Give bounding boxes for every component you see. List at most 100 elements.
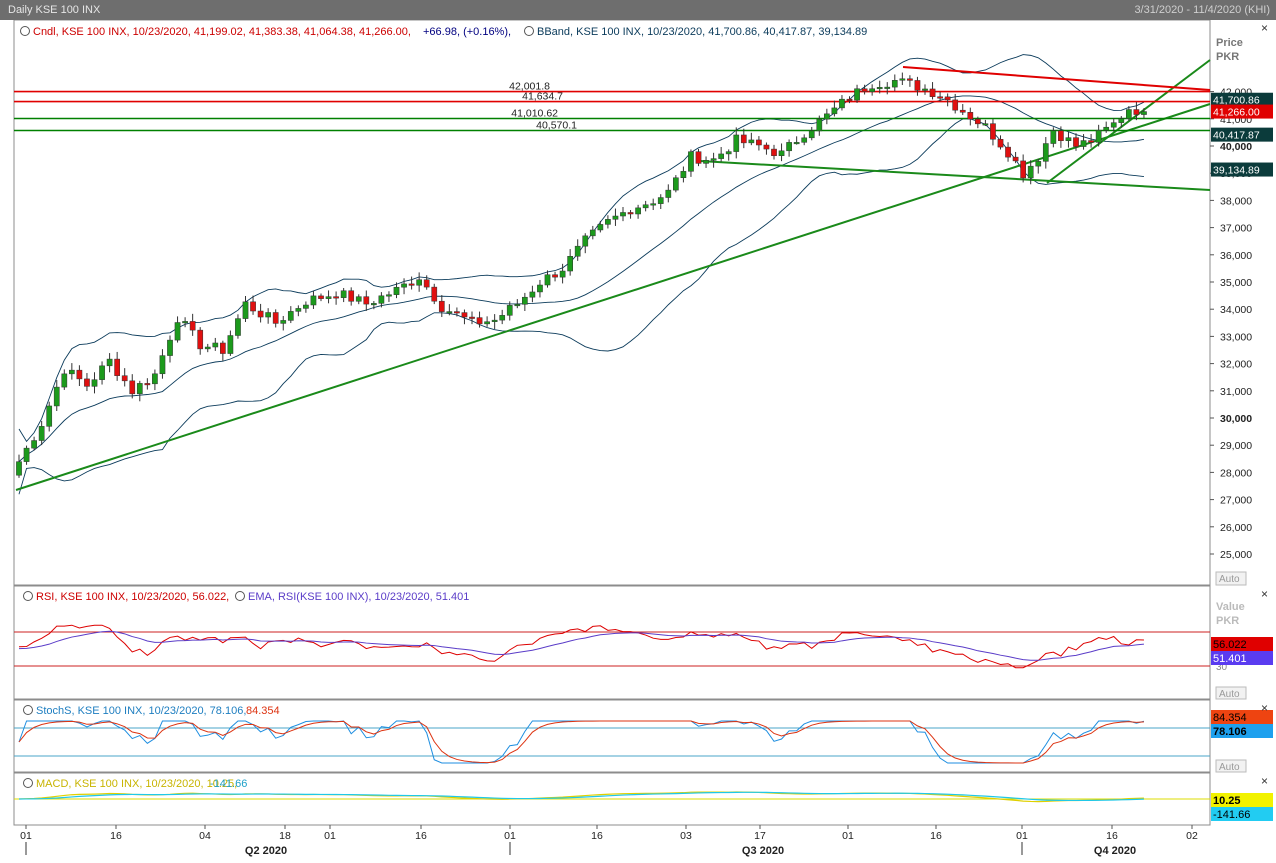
legend-toggle-icon[interactable] <box>23 778 33 788</box>
candle-body[interactable] <box>703 160 709 164</box>
candle-body[interactable] <box>786 142 792 152</box>
candle-body[interactable] <box>657 197 664 204</box>
candle-body[interactable] <box>386 294 392 297</box>
candle-body[interactable] <box>408 283 415 286</box>
candle-body[interactable] <box>725 151 732 155</box>
candle-body[interactable] <box>16 461 22 476</box>
candle-body[interactable] <box>831 107 838 115</box>
candle-body[interactable] <box>1012 156 1019 162</box>
candle-body[interactable] <box>1088 140 1094 143</box>
candle-body[interactable] <box>899 78 906 81</box>
candle-body[interactable] <box>846 98 853 101</box>
candle-body[interactable] <box>355 296 362 302</box>
candle-body[interactable] <box>469 316 475 319</box>
legend-toggle-icon[interactable] <box>235 591 245 601</box>
candle-body[interactable] <box>793 142 800 145</box>
candle-body[interactable] <box>514 304 521 307</box>
close-panel-icon[interactable]: × <box>1261 774 1268 788</box>
candle-body[interactable] <box>303 304 309 309</box>
trendline-channel-bottom[interactable] <box>699 160 1211 191</box>
candle-body[interactable] <box>975 118 981 125</box>
candle-body[interactable] <box>1126 109 1132 119</box>
candle-body[interactable] <box>91 379 98 387</box>
candle-body[interactable] <box>363 296 370 305</box>
candle-body[interactable] <box>174 322 181 341</box>
candle-body[interactable] <box>771 148 777 156</box>
candle-body[interactable] <box>242 301 249 319</box>
candle-body[interactable] <box>1050 130 1057 144</box>
candle-body[interactable] <box>748 139 755 144</box>
legend-toggle-icon[interactable] <box>23 705 33 715</box>
candle-body[interactable] <box>189 321 196 331</box>
candle-body[interactable] <box>544 274 551 286</box>
candle-body[interactable] <box>121 375 128 382</box>
candle-body[interactable] <box>484 321 490 325</box>
candle-body[interactable] <box>733 134 740 152</box>
candle-body[interactable] <box>1065 137 1072 141</box>
candle-body[interactable] <box>763 144 770 150</box>
candle-body[interactable] <box>23 447 30 462</box>
candle-body[interactable] <box>944 96 951 101</box>
candle-body[interactable] <box>680 171 687 178</box>
candle-body[interactable] <box>635 207 641 215</box>
candle-body[interactable] <box>250 301 256 312</box>
candle-body[interactable] <box>816 118 823 132</box>
candle-body[interactable] <box>318 295 324 299</box>
candle-body[interactable] <box>854 88 860 101</box>
close-panel-icon[interactable]: × <box>1261 21 1268 35</box>
candle-body[interactable] <box>876 87 883 90</box>
candle-body[interactable] <box>99 365 105 380</box>
candle-body[interactable] <box>212 342 219 348</box>
candle-body[interactable] <box>1118 118 1125 123</box>
candle-body[interactable] <box>567 256 573 272</box>
candle-body[interactable] <box>952 99 959 111</box>
candle-body[interactable] <box>310 295 317 306</box>
candle-body[interactable] <box>257 310 264 318</box>
candle-body[interactable] <box>84 378 90 387</box>
candle-body[interactable] <box>1073 137 1079 147</box>
candle-body[interactable] <box>891 80 898 88</box>
close-panel-icon[interactable]: × <box>1261 587 1268 601</box>
candle-body[interactable] <box>778 150 785 156</box>
candle-body[interactable] <box>673 177 679 191</box>
candle-body[interactable] <box>371 303 377 306</box>
candle-body[interactable] <box>461 312 468 318</box>
candle-body[interactable] <box>431 286 438 302</box>
candle-body[interactable] <box>61 373 68 388</box>
candle-body[interactable] <box>522 296 528 305</box>
candle-body[interactable] <box>839 98 845 109</box>
legend-toggle-icon[interactable] <box>23 591 33 601</box>
candle-body[interactable] <box>1141 111 1147 115</box>
candle-body[interactable] <box>990 123 996 140</box>
candle-body[interactable] <box>650 203 657 206</box>
candle-body[interactable] <box>1080 140 1087 147</box>
candle-body[interactable] <box>808 130 815 139</box>
candle-body[interactable] <box>295 308 302 312</box>
candle-body[interactable] <box>665 189 672 198</box>
candle-body[interactable] <box>907 78 913 81</box>
candle-body[interactable] <box>491 319 498 322</box>
candle-body[interactable] <box>884 86 891 89</box>
candle-body[interactable] <box>167 339 173 356</box>
candle-body[interactable] <box>824 113 830 120</box>
candle-body[interactable] <box>348 290 355 302</box>
candle-body[interactable] <box>582 235 589 247</box>
candle-body[interactable] <box>287 311 294 321</box>
candle-body[interactable] <box>182 321 188 324</box>
rsi-panel[interactable] <box>13 585 1211 700</box>
candle-body[interactable] <box>929 88 936 97</box>
stoch-panel[interactable] <box>13 699 1211 773</box>
candle-body[interactable] <box>982 123 989 126</box>
candle-body[interactable] <box>220 342 226 354</box>
candle-body[interactable] <box>446 311 453 314</box>
candle-body[interactable] <box>401 283 407 288</box>
candle-body[interactable] <box>454 311 460 314</box>
candle-body[interactable] <box>114 358 121 376</box>
candle-body[interactable] <box>627 212 634 215</box>
legend-toggle-icon[interactable] <box>524 26 534 36</box>
candle-body[interactable] <box>340 290 347 298</box>
candle-body[interactable] <box>574 245 581 257</box>
trendline-resistance[interactable] <box>902 66 1211 91</box>
candle-body[interactable] <box>937 96 943 99</box>
